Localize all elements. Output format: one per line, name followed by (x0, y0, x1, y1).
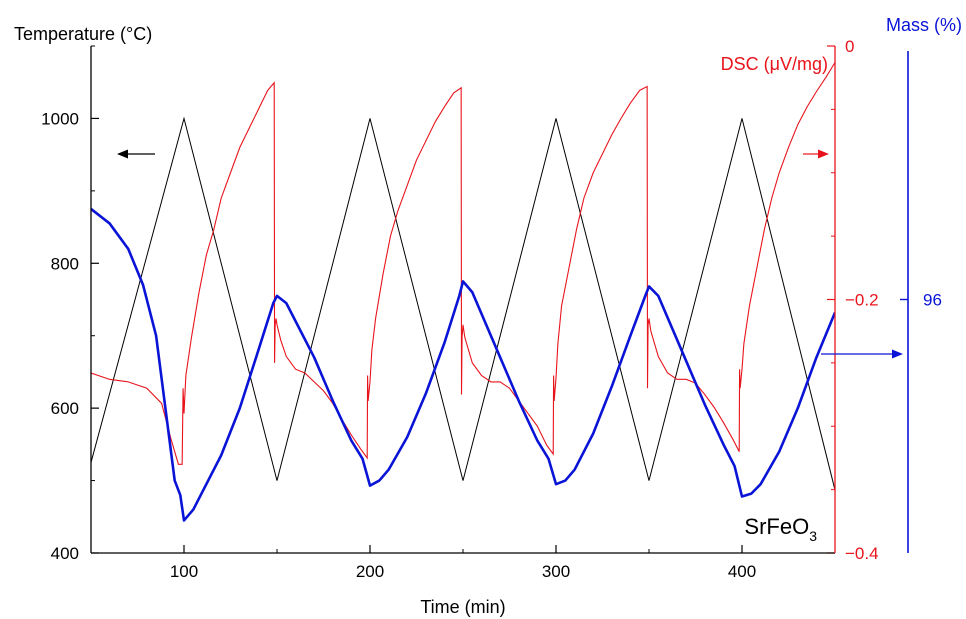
series-line-mass (91, 207, 835, 522)
sample-label: SrFeO3 (744, 514, 817, 544)
series-line-temperature (91, 116, 835, 491)
series-lines (91, 62, 835, 522)
mass-tick-label: 96 (923, 291, 942, 310)
temperature-axis-arrow (117, 149, 155, 159)
x-tick-label: 300 (542, 562, 570, 581)
dsc-tick-label: −0.2 (845, 291, 879, 310)
series-line-dsc (91, 62, 835, 465)
mass-axis-title: Mass (%) (886, 15, 962, 35)
left-tick-label: 1000 (41, 109, 79, 128)
x-axis-ticks: 100 200 300 400 (90, 545, 836, 581)
x-tick-label: 100 (170, 562, 198, 581)
mass-axis-ticks: 96 (900, 291, 942, 310)
left-tick-label: 800 (51, 254, 79, 273)
dsc-tick-label: 0 (845, 37, 854, 56)
left-tick-label: 600 (51, 399, 79, 418)
dsc-axis-title: DSC (μV/mg) (721, 54, 828, 74)
mass-axis-arrow (821, 349, 903, 359)
sample-label-subscript: 3 (809, 528, 817, 544)
dsc-tick-label: −0.4 (845, 544, 879, 563)
left-axis-title: Temperature (°C) (14, 24, 152, 44)
sample-label-main: SrFeO (744, 514, 809, 539)
left-tick-label: 400 (51, 544, 79, 563)
x-axis-title: Time (min) (420, 597, 505, 617)
dsc-axis-arrow (803, 149, 829, 159)
x-tick-label: 400 (728, 562, 756, 581)
x-tick-label: 200 (356, 562, 384, 581)
left-axis-ticks: 400 600 800 1000 (41, 45, 99, 563)
